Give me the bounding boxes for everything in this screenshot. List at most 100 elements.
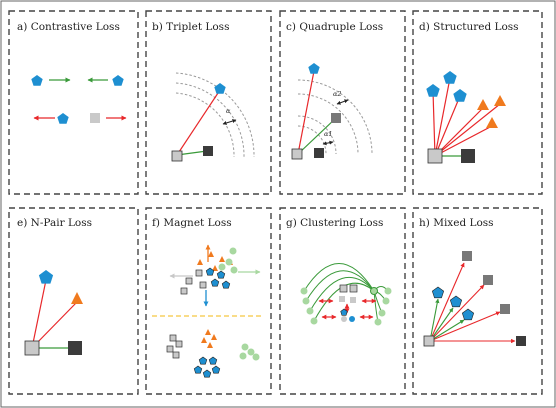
pentagon-icon — [308, 63, 320, 74]
margin-arrow — [322, 140, 334, 146]
square-icon — [90, 113, 100, 123]
panel-title: d) Structured Loss — [419, 21, 519, 33]
anchor-negative-line — [31, 301, 78, 349]
square-icon — [423, 335, 435, 347]
panel-structured: d) Structured Loss — [412, 10, 543, 195]
circle-icon — [384, 287, 392, 295]
anchor-negative-line — [434, 125, 493, 157]
anchor-negative-line — [176, 89, 221, 156]
panel-title: e) N-Pair Loss — [17, 217, 92, 229]
pentagon-icon — [202, 369, 212, 378]
anchor-negative-line — [297, 117, 337, 155]
pentagon-icon — [57, 113, 69, 124]
pentagon-icon — [211, 365, 221, 374]
triangle-icon — [207, 342, 213, 348]
margin-label: α2 — [333, 90, 342, 98]
circle-icon — [382, 297, 390, 305]
margin-label: α1 — [324, 130, 333, 138]
square-icon — [314, 148, 324, 158]
cluster-arc — [303, 263, 375, 292]
square-icon — [349, 284, 358, 293]
panel-title: h) Mixed Loss — [419, 217, 494, 229]
circle-icon — [300, 287, 308, 295]
triangle-icon — [494, 95, 506, 106]
panel-border — [412, 207, 543, 395]
circle-icon — [218, 263, 226, 271]
panel-clustering: g) Clustering Loss — [279, 207, 406, 395]
square-icon — [291, 148, 303, 160]
circle-icon — [306, 307, 314, 315]
square-icon — [350, 297, 356, 303]
panel-border — [145, 207, 272, 395]
triangle-icon — [219, 256, 225, 262]
anchor-negative-line — [434, 77, 451, 157]
margin-circle — [175, 72, 255, 158]
circle-icon — [247, 348, 255, 356]
pentagon-icon — [461, 308, 475, 321]
cluster-arc — [309, 276, 375, 312]
circle-icon — [241, 343, 249, 351]
circle-icon — [229, 247, 237, 255]
pentagon-icon — [210, 278, 220, 287]
circle-icon — [230, 266, 238, 274]
triangle-icon — [477, 99, 489, 110]
pentagon-icon — [31, 75, 43, 86]
panel-border — [279, 207, 406, 395]
panel-title: b) Triplet Loss — [152, 21, 229, 33]
triangle-icon — [208, 251, 214, 257]
circle-icon — [239, 352, 247, 360]
circle-icon — [225, 258, 233, 266]
arrow-icon — [429, 307, 454, 342]
panel-title: g) Clustering Loss — [286, 217, 383, 229]
panel-title: f) Magnet Loss — [152, 217, 232, 229]
panel-border — [8, 207, 139, 395]
circle-icon — [349, 316, 355, 322]
square-icon — [171, 150, 183, 162]
panel-title: c) Quadruple Loss — [286, 21, 383, 33]
square-icon — [24, 340, 40, 356]
square-icon — [185, 277, 193, 285]
square-icon — [339, 284, 348, 293]
pentagon-icon — [443, 71, 457, 84]
square-icon — [195, 269, 203, 277]
panel-quadruple: c) Quadruple Loss α2 α1 — [279, 10, 406, 195]
square-icon — [199, 281, 207, 289]
square-icon — [68, 341, 82, 355]
margin-circle — [175, 92, 235, 158]
pentagon-icon — [449, 295, 463, 308]
square-icon — [461, 149, 475, 163]
circle-icon — [252, 353, 260, 361]
circle-icon — [378, 309, 386, 317]
anchor-negative-line — [432, 90, 436, 157]
panel-border — [145, 10, 272, 195]
triangle-icon — [486, 117, 498, 128]
circle-icon — [310, 317, 318, 325]
margin-label: α — [226, 107, 231, 115]
margin-circle — [297, 93, 359, 155]
panel-npair: e) N-Pair Loss — [8, 207, 139, 395]
circle-icon — [370, 287, 378, 295]
square-icon — [500, 304, 510, 314]
arrow-icon — [429, 262, 465, 342]
triangle-icon — [197, 259, 203, 265]
pentagon-icon — [208, 356, 218, 365]
pentagon-icon — [453, 89, 467, 102]
arrow-icon — [429, 298, 440, 342]
pentagon-icon — [431, 286, 445, 299]
triangle-icon — [201, 337, 207, 343]
square-icon — [203, 146, 213, 156]
pentagon-icon — [193, 365, 203, 374]
triangle-icon — [205, 329, 211, 335]
pentagon-icon — [112, 75, 124, 86]
pentagon-icon — [198, 356, 208, 365]
anchor-negative-line — [434, 95, 461, 157]
arrow-icon — [429, 284, 485, 342]
arrow-icon — [429, 319, 465, 342]
cluster-arc — [373, 290, 379, 323]
margin-circle — [297, 115, 337, 155]
circle-icon — [374, 318, 382, 326]
panel-border — [412, 10, 543, 195]
circle-icon — [302, 297, 310, 305]
square-icon — [172, 351, 180, 359]
